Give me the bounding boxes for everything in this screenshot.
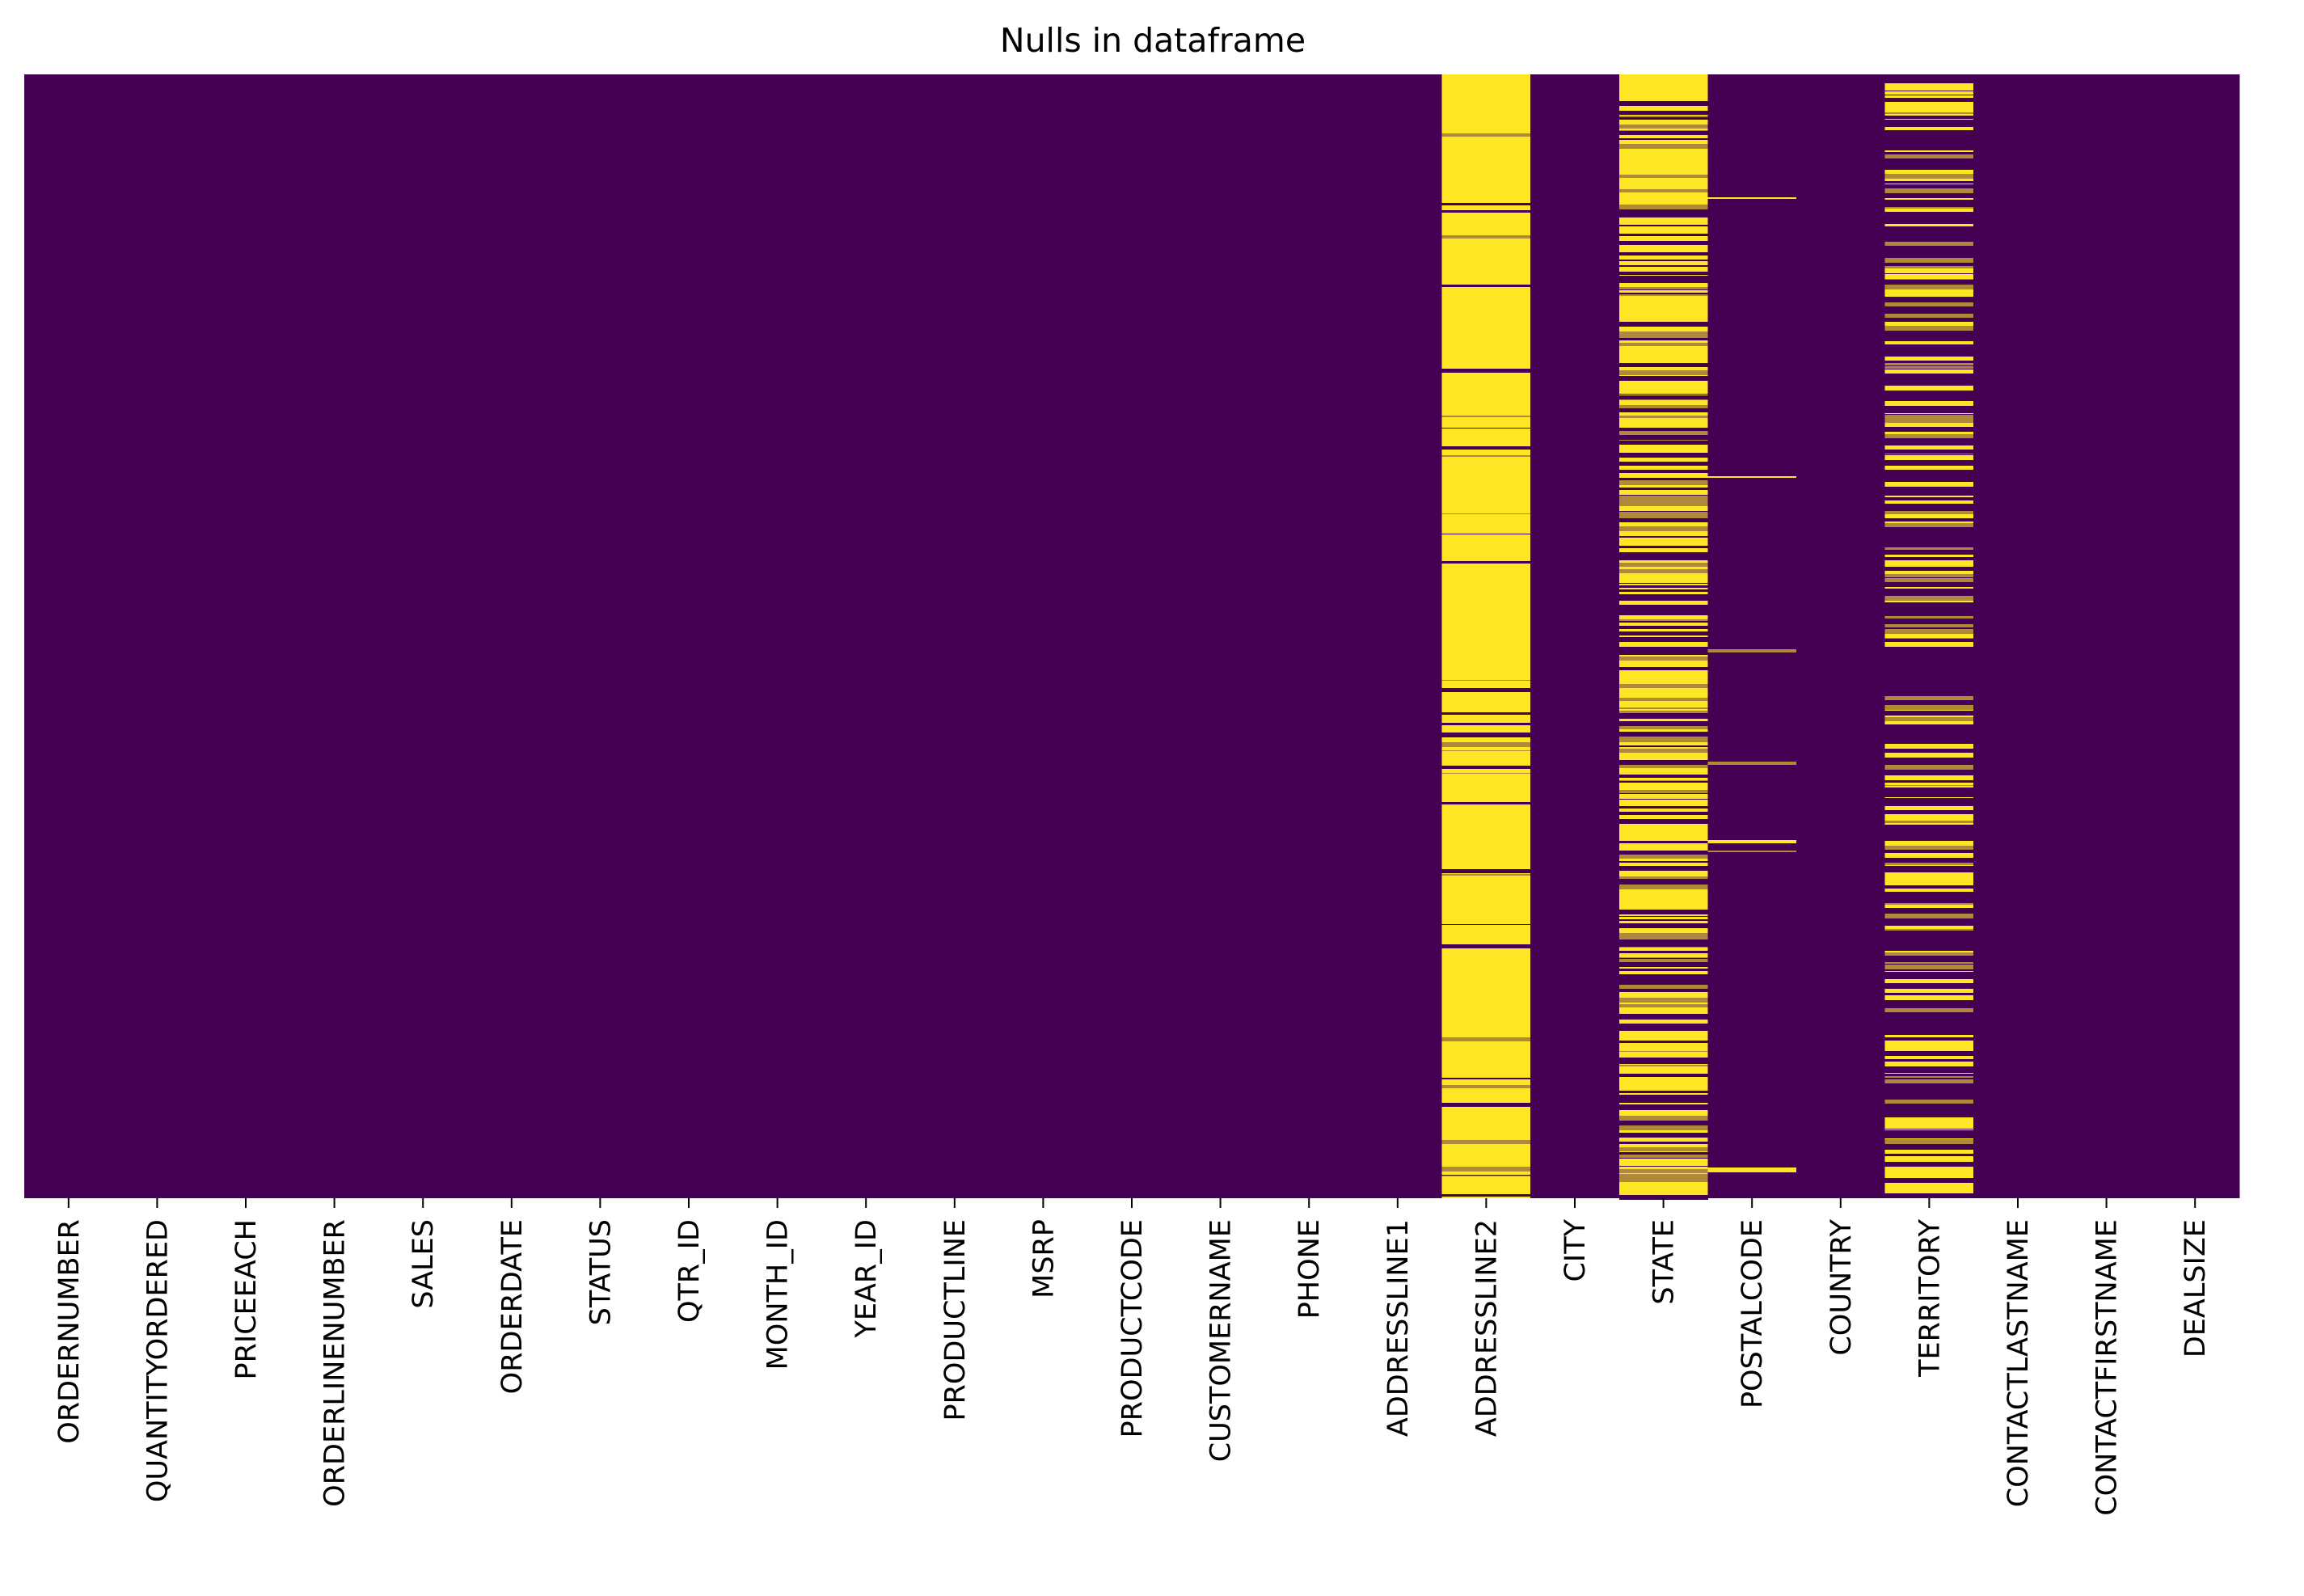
x-tick-label-month_id: MONTH_ID: [762, 1219, 795, 1370]
heatmap-column-msrp: [998, 74, 1088, 1198]
heatmap-cells: [24, 74, 2240, 1200]
heatmap-column-ordernumber: [24, 74, 114, 1198]
x-tick-label-city: CITY: [1559, 1218, 1592, 1281]
x-tick-label-status: STATUS: [584, 1219, 617, 1325]
x-tick-label-customername: CUSTOMERNAME: [1205, 1219, 1238, 1462]
heatmap-column-quantityordered: [112, 74, 202, 1198]
x-tick-label-state: STATE: [1648, 1219, 1681, 1305]
heatmap-column-customername: [1175, 74, 1265, 1198]
heatmap-column-city: [1530, 74, 1620, 1198]
x-tick-label-postalcode: POSTALCODE: [1736, 1219, 1769, 1408]
heatmap-column-productline: [910, 74, 1000, 1198]
x-tick-label-contactlastname: CONTACTLASTNAME: [2002, 1219, 2035, 1507]
x-axis-ticks: [67, 1198, 2196, 1208]
heatmap-column-priceeach: [201, 74, 291, 1198]
heatmap-column-territory: [1884, 74, 1974, 1198]
x-tick-label-dealsize: DEALSIZE: [2180, 1219, 2212, 1357]
heatmap-column-qtr_id: [644, 74, 734, 1198]
x-tick-label-ordernumber: ORDERNUMBER: [53, 1219, 86, 1444]
heatmap-column-state: [1618, 74, 1708, 1200]
x-tick-label-quantityordered: QUANTITYORDERED: [141, 1219, 174, 1502]
heatmap-column-contactlastname: [1973, 74, 2063, 1198]
x-tick-label-msrp: MSRP: [1028, 1219, 1060, 1298]
heatmap-column-status: [555, 74, 645, 1198]
x-tick-label-addressline2: ADDRESSLINE2: [1471, 1219, 1503, 1437]
heatmap-column-contactfirstname: [2061, 74, 2151, 1198]
x-tick-label-phone: PHONE: [1293, 1219, 1326, 1319]
x-tick-label-country: COUNTRY: [1825, 1218, 1858, 1355]
x-tick-label-qtr_id: QTR_ID: [673, 1219, 706, 1323]
heatmap-column-sales: [378, 74, 468, 1198]
x-tick-label-productline: PRODUCTLINE: [939, 1219, 972, 1421]
heatmap-column-orderdate: [467, 74, 557, 1198]
heatmap-column-phone: [1264, 74, 1354, 1198]
heatmap-column-addressline1: [1353, 74, 1443, 1198]
x-tick-label-priceeach: PRICEEACH: [230, 1219, 263, 1380]
x-tick-label-contactfirstname: CONTACTFIRSTNAME: [2091, 1219, 2124, 1516]
heatmap-column-productcode: [1087, 74, 1177, 1198]
x-tick-label-territory: TERRITORY: [1914, 1218, 1946, 1377]
x-tick-label-year_id: YEAR_ID: [850, 1219, 883, 1339]
heatmap-column-month_id: [732, 74, 822, 1198]
heatmap-column-year_id: [821, 74, 911, 1198]
heatmap-column-postalcode: [1707, 74, 1797, 1198]
heatmap-column-country: [1796, 74, 1886, 1198]
x-tick-label-orderdate: ORDERDATE: [496, 1219, 529, 1394]
x-tick-label-addressline1: ADDRESSLINE1: [1382, 1219, 1415, 1437]
x-tick-label-sales: SALES: [407, 1219, 440, 1309]
chart-title: Nulls in dataframe: [1000, 21, 1306, 60]
x-tick-label-orderlinenumber: ORDERLINENUMBER: [319, 1219, 352, 1507]
x-axis-tick-labels: ORDERNUMBER QUANTITYORDERED PRICEEACH ORDER…: [53, 1218, 2212, 1515]
heatmap-column-orderlinenumber: [289, 74, 379, 1198]
heatmap-column-dealsize: [2150, 74, 2240, 1198]
x-tick-label-productcode: PRODUCTCODE: [1116, 1219, 1149, 1438]
heatmap-column-addressline2: [1441, 74, 1531, 1198]
